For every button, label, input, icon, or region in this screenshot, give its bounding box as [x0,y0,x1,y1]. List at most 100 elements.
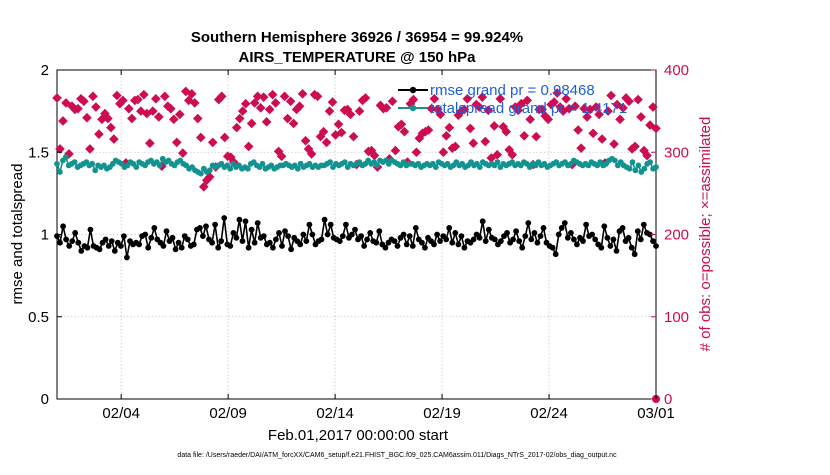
y-axis-left-label: rmse and totalspread [9,164,26,305]
obs-marker-shape [468,138,479,149]
obs-assimilated-marker [543,114,553,125]
rmse-point [358,233,364,240]
totalspread-point [62,154,69,161]
obs-marker-shape [94,129,104,139]
rmse-point [84,244,91,251]
obs-marker-shape [219,132,230,143]
totalspread-point [57,169,63,175]
obs-marker-shape [543,114,553,125]
obs-marker-shape [261,117,272,127]
rmse-point [422,244,428,251]
obs-assimilated-marker [549,97,559,107]
totalspread-point [198,170,204,177]
rmse-point [336,238,343,245]
obs-marker-shape [177,148,188,158]
obs-assimilated-marker [492,149,503,160]
obs-assimilated-marker [411,147,422,158]
rmse-point [376,228,383,235]
rmse-point [124,254,130,261]
totalspread-point [89,160,96,167]
obs-marker-shape [258,92,269,102]
y-tick-label-left: 2 [41,62,49,79]
obs-assimilated-marker [177,148,188,158]
obs-marker-shape [106,122,116,133]
rmse-point [108,238,115,245]
rmse-point [367,230,374,236]
obs-assimilated-marker [79,96,89,107]
rmse-point [212,221,219,228]
obs-assimilated-marker [118,95,128,106]
legend: rmse grand pr = 0.98468 totalspread gran… [398,82,627,117]
rmse-point [400,231,407,238]
obs-assimilated-marker [468,138,479,149]
rmse-point [607,243,614,249]
rmse-point [327,221,334,228]
rmse-point [87,226,94,233]
y-tick-label-right: 200 [664,227,689,244]
rmse-point [589,231,595,238]
x-axis: 02/04 02/09 02/14 02/19 02/24 03/01 [102,70,675,422]
rmse-point [321,216,328,223]
obs-marker-shape [573,125,583,135]
obs-marker-shape [552,88,562,98]
obs-assimilated-marker [52,93,62,103]
rmse-point [558,225,565,231]
rmse-point [282,228,288,235]
x-tick-label: 02/09 [209,405,247,422]
obs-assimilated-marker [237,106,248,116]
rmse-point [273,236,279,243]
y-axis-right: 0 100 200 300 400 [651,62,689,408]
rmse-point [574,241,580,248]
rmse-point [519,244,526,251]
obs-marker-shape [270,98,281,108]
obs-marker-shape [624,96,634,107]
obs-marker-shape [606,90,616,101]
obs-marker-shape [297,89,308,99]
obs-marker-shape [73,103,83,114]
rmse-point [394,243,401,249]
rmse-series [54,215,659,261]
obs-marker-shape [444,122,455,133]
rmse-point [409,243,416,249]
obs-assimilated-marker [480,136,491,147]
rmse-point [276,230,282,236]
rmse-point [406,233,413,240]
obs-assimilated-marker [630,141,640,152]
obs-marker-shape [195,132,206,143]
obs-assimilated-marker [127,113,137,124]
obs-assimilated-marker [112,90,122,101]
obs-assimilated-marker [552,88,562,98]
obs-marker-shape [321,137,332,148]
obs-assimilated-marker [151,93,161,104]
totalspread-point [626,165,633,172]
obs-assimilated-marker [91,102,101,112]
obs-assimilated-marker [160,91,170,102]
rmse-point [118,243,124,249]
obs-marker-shape [630,141,640,152]
data-file-footnote: data file: /Users/raeder/DAI/ATM_forcXX/… [177,452,617,459]
rmse-point [625,234,632,241]
obs-assimilated-marker [103,113,113,124]
obs-assimilated-marker [145,138,155,149]
rmse-point [309,231,316,238]
rmse-point [485,226,492,233]
totalspread-point [653,164,659,171]
totalspread-point [156,162,163,169]
rmse-point [169,234,176,241]
obs-marker-shape [88,91,98,102]
rmse-point [72,230,79,236]
obs-marker-shape [267,89,278,100]
rmse-point [568,230,574,236]
y-axis-left: 0 0.5 1 1.5 2 [28,62,62,408]
totalspread-point [54,160,60,167]
obs-assimilated-marker [345,109,356,120]
rmse-point [564,234,571,241]
obs-marker-shape [345,109,356,120]
x-axis-label: Feb.01,2017 00:00:00 start [268,427,449,444]
rmse-point [522,233,529,240]
totalspread-point [641,165,648,172]
rmse-point [549,244,556,251]
rmse-point [339,233,346,240]
